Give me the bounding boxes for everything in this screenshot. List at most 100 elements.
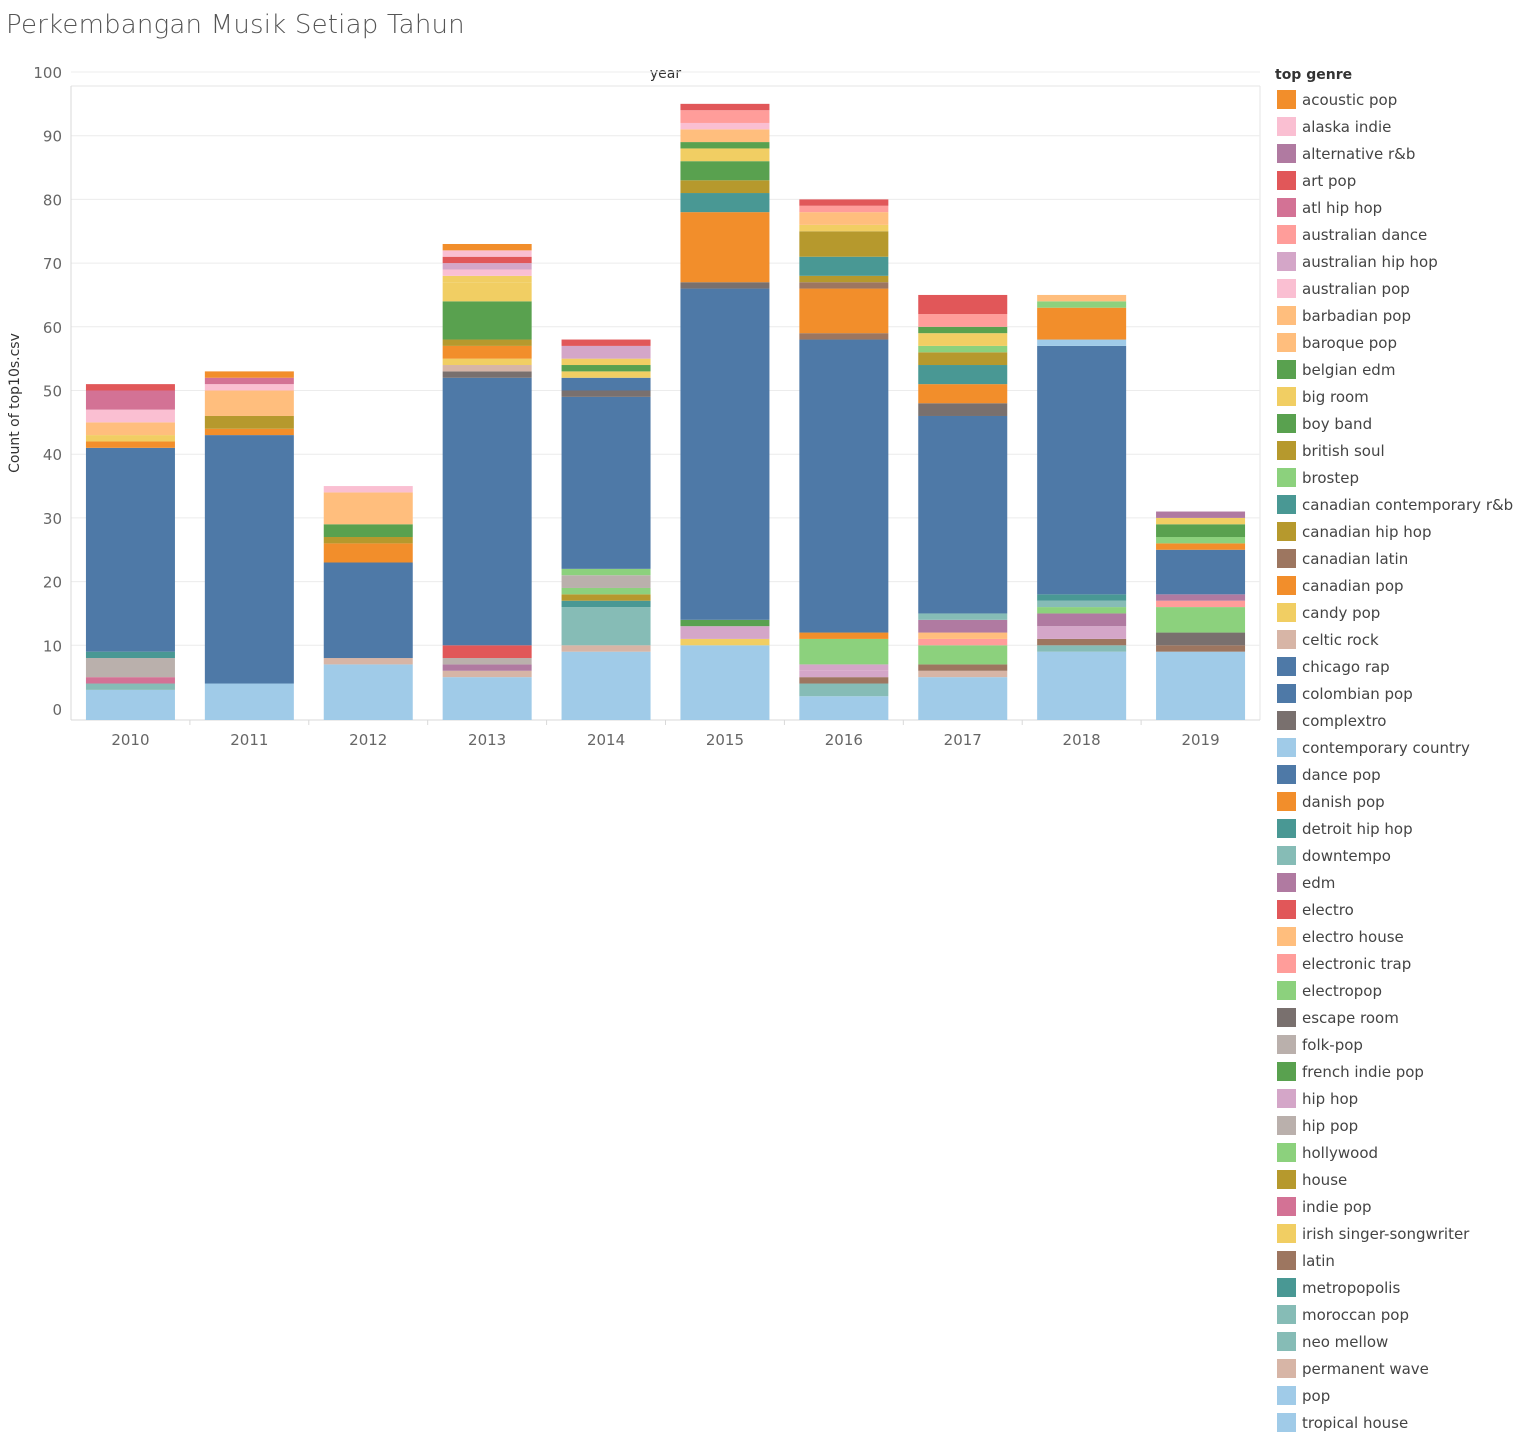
legend-item[interactable]: hip pop (1275, 1112, 1520, 1139)
legend-item[interactable]: canadian hip hop (1275, 518, 1520, 545)
legend-item[interactable]: acoustic pop (1275, 86, 1520, 113)
x-tick-label: 2012 (349, 731, 387, 749)
legend-item[interactable]: irish singer-songwriter (1275, 1220, 1520, 1247)
legend-swatch (1277, 576, 1296, 595)
legend-item[interactable]: art pop (1275, 167, 1520, 194)
legend-label: british soul (1302, 441, 1385, 460)
legend-label: celtic rock (1302, 630, 1379, 649)
legend-label: permanent wave (1302, 1359, 1429, 1378)
bar-segment-2014-complextro (561, 390, 651, 397)
legend-item[interactable]: hip hop (1275, 1085, 1520, 1112)
bar-segment-2019-complextro (1156, 632, 1246, 646)
legend-item[interactable]: colombian pop (1275, 680, 1520, 707)
legend-item[interactable]: boy band (1275, 410, 1520, 437)
y-tick-label: 60 (43, 319, 62, 337)
legend-item[interactable]: australian pop (1275, 275, 1520, 302)
legend-item[interactable]: british soul (1275, 437, 1520, 464)
legend-item[interactable]: permanent wave (1275, 1355, 1520, 1382)
legend-item[interactable]: french indie pop (1275, 1058, 1520, 1085)
legend-swatch (1277, 981, 1296, 1000)
bar-segment-2017-tropical-house (918, 677, 1008, 720)
legend-item[interactable]: moroccan pop (1275, 1301, 1520, 1328)
bar-segment-2017-permanent-wave (918, 670, 1008, 678)
legend-label: hip pop (1302, 1116, 1359, 1135)
legend-item[interactable]: electro (1275, 896, 1520, 923)
bar-segment-2019-electropop (1156, 607, 1246, 633)
bar-segment-2010-barbadian-pop (85, 422, 175, 436)
y-tick-label: 30 (43, 510, 62, 528)
x-tick-label: 2011 (230, 731, 268, 749)
bar-segment-2012-permanent-wave (323, 658, 413, 665)
legend-item[interactable]: brostep (1275, 464, 1520, 491)
legend-item[interactable]: alaska indie (1275, 113, 1520, 140)
legend-item[interactable]: celtic rock (1275, 626, 1520, 653)
bar-segment-2018-electro-house (1037, 294, 1127, 302)
bar-segment-2019-brostep (1156, 537, 1246, 544)
legend-item[interactable]: metropopolis (1275, 1274, 1520, 1301)
legend-item[interactable]: electropop (1275, 977, 1520, 1004)
legend-label: downtempo (1302, 846, 1391, 865)
legend-item[interactable]: folk-pop (1275, 1031, 1520, 1058)
bar-segment-2014-electro (561, 339, 651, 346)
legend-item[interactable]: contemporary country (1275, 734, 1520, 761)
bar-segment-2016-candy-pop (799, 224, 889, 232)
legend-item[interactable]: neo mellow (1275, 1328, 1520, 1355)
legend-swatch (1277, 144, 1296, 163)
legend-item[interactable]: electro house (1275, 923, 1520, 950)
legend-item[interactable]: big room (1275, 383, 1520, 410)
legend-item[interactable]: latin (1275, 1247, 1520, 1274)
legend-item[interactable]: dance pop (1275, 761, 1520, 788)
legend-item[interactable]: candy pop (1275, 599, 1520, 626)
legend-item[interactable]: atl hip hop (1275, 194, 1520, 221)
legend-item[interactable]: indie pop (1275, 1193, 1520, 1220)
legend-label: electropop (1302, 981, 1382, 1000)
legend-item[interactable]: downtempo (1275, 842, 1520, 869)
legend-item[interactable]: australian hip hop (1275, 248, 1520, 275)
bar-segment-2013-celtic-rock (442, 365, 532, 372)
legend-item[interactable]: australian dance (1275, 221, 1520, 248)
column-header-label: year (650, 66, 681, 82)
legend-item[interactable]: danish pop (1275, 788, 1520, 815)
legend-item[interactable]: pop (1275, 1382, 1520, 1409)
legend-item[interactable]: canadian pop (1275, 572, 1520, 599)
legend-item[interactable]: detroit hip hop (1275, 815, 1520, 842)
bar-segment-2015-belgian-edm (680, 142, 770, 149)
legend-swatch (1277, 333, 1296, 352)
legend-label: pop (1302, 1386, 1331, 1405)
legend-item[interactable]: alternative r&b (1275, 140, 1520, 167)
legend-item[interactable]: edm (1275, 869, 1520, 896)
bar-segment-2014-dance-pop (561, 396, 651, 569)
legend-item[interactable]: tropical house (1275, 1409, 1520, 1436)
bar-segment-2015-boy-band (680, 161, 770, 181)
legend-item[interactable]: canadian latin (1275, 545, 1520, 572)
legend-item[interactable]: escape room (1275, 1004, 1520, 1031)
x-tick-label: 2018 (1063, 731, 1101, 749)
legend-swatch (1277, 1089, 1296, 1108)
bar-segment-2016-british-soul (799, 275, 889, 283)
x-tick-label: 2010 (111, 731, 149, 749)
legend-item[interactable]: baroque pop (1275, 329, 1520, 356)
y-tick-label: 70 (43, 255, 62, 273)
legend-swatch (1277, 873, 1296, 892)
legend-item[interactable]: barbadian pop (1275, 302, 1520, 329)
y-tick-label: 50 (43, 383, 62, 401)
bar-segment-2010-art-pop (85, 384, 175, 391)
bar-segment-2013-pop (442, 677, 532, 720)
x-tick-label: 2019 (1181, 731, 1219, 749)
legend-item[interactable]: hollywood (1275, 1139, 1520, 1166)
legend-item[interactable]: house (1275, 1166, 1520, 1193)
bar-segment-2012-canadian-hip-hop (323, 537, 413, 544)
legend-item[interactable]: chicago rap (1275, 653, 1520, 680)
y-axis-title: Count of top10s.csv (7, 333, 23, 473)
bar-segment-2011-acoustic-pop (204, 371, 294, 378)
legend-item[interactable]: belgian edm (1275, 356, 1520, 383)
bar-segment-2014-candy-pop (561, 371, 651, 378)
y-tick-label: 80 (43, 191, 62, 209)
bar-segment-2011-dance-pop (204, 435, 294, 684)
legend-label: canadian contemporary r&b (1302, 495, 1514, 514)
legend-item[interactable]: canadian contemporary r&b (1275, 491, 1520, 518)
legend-item[interactable]: electronic trap (1275, 950, 1520, 977)
bar-segment-2014-folk-pop (561, 575, 651, 588)
bar-segment-2010-candy-pop (85, 435, 175, 442)
legend-item[interactable]: complextro (1275, 707, 1520, 734)
